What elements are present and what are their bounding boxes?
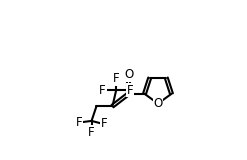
Text: O: O <box>153 97 163 110</box>
Text: F: F <box>99 84 106 97</box>
Text: F: F <box>113 72 120 85</box>
Text: O: O <box>124 68 133 81</box>
Text: F: F <box>76 116 82 129</box>
Text: F: F <box>101 117 107 130</box>
Text: F: F <box>88 126 95 139</box>
Text: F: F <box>126 84 133 97</box>
